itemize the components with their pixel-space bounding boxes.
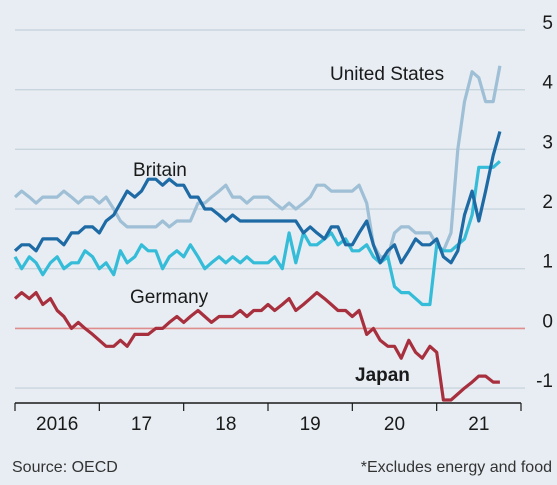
y-tick-label: -1 [536, 371, 553, 392]
y-tick-label: 1 [542, 252, 553, 273]
x-tick-label: 2016 [36, 414, 78, 435]
y-tick-label: 0 [542, 311, 553, 332]
series-label: United States [330, 64, 444, 85]
series-line [13, 65, 502, 259]
x-tick-label: 21 [468, 414, 489, 435]
series-label: Japan [355, 365, 410, 386]
y-tick-label: 5 [542, 13, 553, 34]
y-tick-label: 2 [542, 192, 553, 213]
y-tick-label: 3 [542, 132, 553, 153]
x-tick-label: 18 [215, 414, 236, 435]
x-tick-label: 19 [300, 414, 321, 435]
source: Source: OECD [12, 459, 118, 476]
x-tick-label: 17 [131, 414, 152, 435]
series-label: Germany [130, 287, 209, 308]
series-label: Britain [133, 160, 187, 181]
footnote: *Excludes energy and food [361, 459, 552, 476]
series-line [13, 131, 502, 265]
y-tick-label: 4 [542, 73, 553, 94]
series-line [13, 291, 500, 402]
x-tick-label: 20 [384, 414, 405, 435]
series-line [13, 160, 501, 307]
